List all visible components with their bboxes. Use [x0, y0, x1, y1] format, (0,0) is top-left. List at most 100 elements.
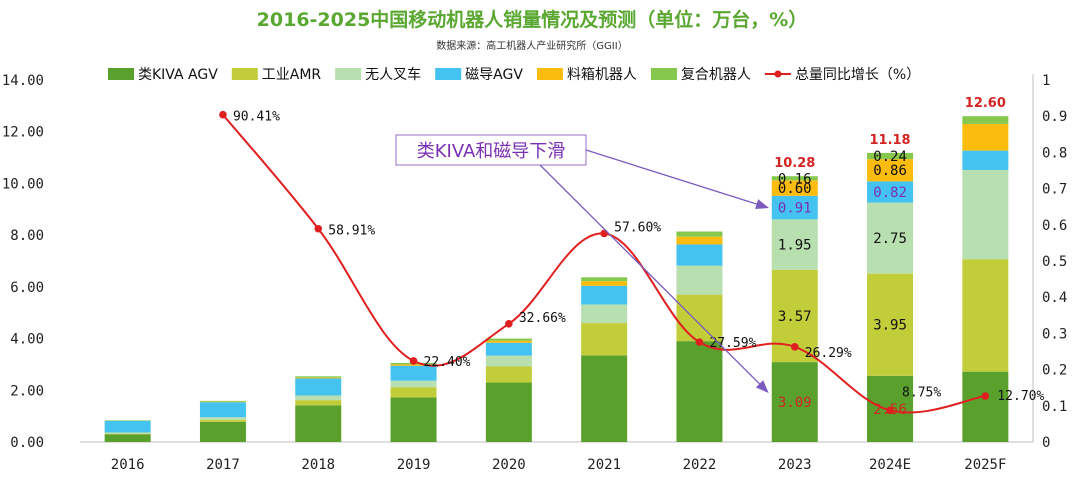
legend-label: 总量同比增长（%） [795, 67, 920, 83]
x-tick-label: 2019 [397, 457, 431, 473]
bar-segment [199, 400, 246, 402]
bar-segment [104, 433, 151, 435]
growth-point [695, 338, 704, 346]
segment-data-label: 0.82 [873, 185, 907, 201]
bar-segment [295, 377, 342, 379]
bar-segment [390, 380, 437, 388]
bar-segment [771, 195, 818, 220]
y2-tick-label: 0.9 [1042, 109, 1067, 125]
bar-segment [962, 150, 1009, 170]
bar-segment [295, 376, 342, 378]
bar-segment [485, 338, 532, 341]
x-tick-label: 2021 [587, 457, 621, 473]
bar-segment [962, 259, 1009, 372]
bar-segment [485, 382, 532, 442]
growth-point [219, 110, 227, 119]
bar-segment [867, 159, 914, 182]
segment-data-label: 0.24 [873, 149, 907, 165]
bar-segment [676, 341, 723, 442]
total-labels: 10.28 11.18 12.60 [774, 96, 1006, 171]
x-tick-label: 2016 [111, 457, 145, 473]
bar-segment [867, 202, 914, 274]
legend-label: 磁导AGV [465, 67, 523, 83]
legend-label: 复合机器人 [681, 66, 751, 83]
growth-label: 90.41% [233, 110, 280, 125]
bar-segment [676, 244, 723, 266]
y2-tick-label: 1 [1042, 73, 1050, 89]
legend-swatch [335, 68, 362, 80]
segment-data-label: 3.95 [873, 318, 907, 334]
growth-label: 8.75% [902, 385, 941, 400]
bar-segment [485, 342, 532, 356]
y2-tick-label: 0.6 [1042, 218, 1067, 234]
annotation-arrow [585, 149, 769, 210]
legend: 类KIVA AGV 工业AMR 无人叉车 磁导AGV 料箱机器人 复合机器人 总量同比增长（… [108, 66, 920, 83]
bar-segment [485, 366, 532, 383]
annotation: 类KIVA和磁导下滑 [395, 134, 769, 393]
bar-segment [581, 277, 628, 282]
y-tick-label: 2.00 [10, 383, 44, 399]
segment-data-label: 0.60 [778, 181, 812, 197]
bar-segment [390, 397, 437, 442]
bar-segment [581, 281, 628, 286]
growth-label: 26.29% [805, 346, 852, 361]
chart-title: 2016-2025中国移动机器人销量情况及预测（单位：万台，%） [257, 8, 808, 31]
bar-segment [771, 176, 818, 181]
y-tick-label: 8.00 [10, 228, 44, 244]
x-tick-label: 2024E [869, 457, 911, 473]
y-tick-label: 4.00 [10, 332, 44, 348]
y2-tick-label: 0.4 [1042, 290, 1067, 306]
total-data-label: 12.60 [965, 96, 1006, 111]
bar-segment [104, 420, 151, 433]
growth-point [886, 406, 894, 415]
growth-label: 57.60% [614, 220, 661, 235]
bar-segment [295, 395, 342, 401]
bar-segment [962, 169, 1009, 260]
bar-segment [199, 421, 246, 442]
segment-data-label: 0.91 [778, 201, 812, 217]
bar-segment [962, 123, 1009, 151]
bar-segment [485, 355, 532, 367]
bars [104, 116, 1009, 442]
legend-swatch [231, 68, 258, 80]
growth-label: 32.66% [519, 311, 566, 326]
bar-segment [867, 152, 914, 160]
bar-segment [771, 219, 818, 270]
growth-label: 27.59% [709, 336, 756, 351]
segment-labels: 3.093.571.950.910.600.162.563.952.750.82… [778, 149, 907, 418]
x-tick-label: 2022 [683, 457, 717, 473]
y2-tick-label: 0.5 [1042, 254, 1067, 270]
x-tick-label: 2025F [964, 457, 1006, 473]
axes: 0.00 2.00 4.00 6.00 8.00 10.00 12.00 14.00 0 0.1 0… [2, 73, 1067, 473]
y-tick-label: 6.00 [10, 280, 44, 296]
y2-tick-label: 0.3 [1042, 326, 1067, 342]
growth-point [790, 343, 799, 351]
segment-data-label: 2.75 [873, 231, 907, 247]
legend-swatch [536, 68, 563, 80]
bar-segment [390, 364, 437, 366]
segment-data-label: 3.09 [778, 395, 812, 411]
legend-swatch [650, 68, 677, 80]
bar-segment [104, 420, 151, 421]
bar-segment [199, 417, 246, 420]
bar-segment [104, 432, 151, 434]
segment-data-label: 1.95 [778, 238, 812, 254]
bar-segment [581, 304, 628, 324]
legend-label: 无人叉车 [365, 66, 421, 83]
y-tick-label: 0.00 [10, 435, 44, 451]
annotation-box [395, 134, 587, 166]
legend-label: 工业AMR [262, 67, 322, 83]
x-tick-label: 2023 [778, 457, 812, 473]
bar-segment [199, 401, 246, 403]
growth-point [981, 392, 990, 400]
bar-segment [485, 340, 532, 343]
segment-data-label: 0.16 [778, 171, 812, 187]
bar-segment [771, 362, 818, 442]
bar-segment [771, 180, 818, 196]
growth-line-path [222, 114, 986, 414]
bar-segment [199, 402, 246, 418]
growth-line: 90.41% 58.91% 22.40% 32.66% 57.60% 27.59% 26.2… [219, 110, 1044, 415]
bar-segment [390, 365, 437, 381]
x-tick-label: 2018 [301, 457, 335, 473]
